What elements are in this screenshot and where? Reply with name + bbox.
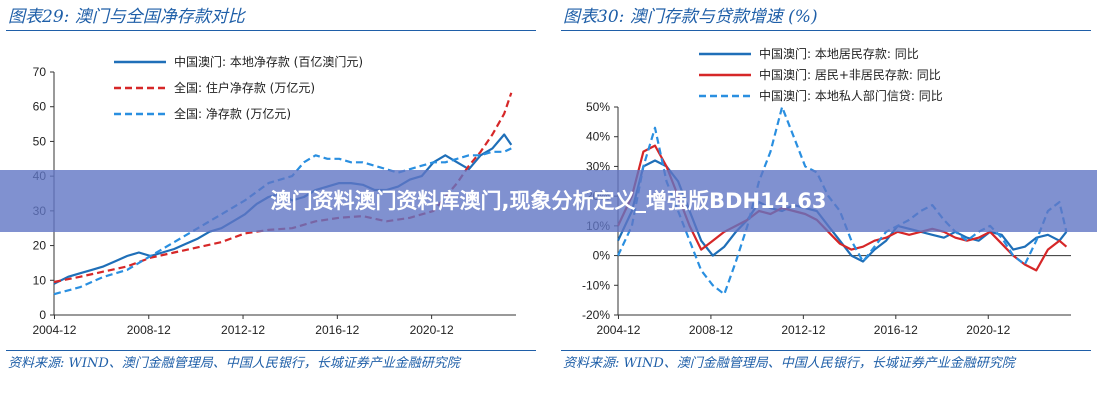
x-tick-label: 2020-12: [410, 323, 454, 337]
y-tick-label: 70: [33, 65, 47, 79]
chart-title: 图表29: 澳门与全国净存款对比: [8, 7, 245, 27]
x-tick-label: 2016-12: [874, 323, 918, 337]
x-tick-label: 2016-12: [315, 323, 359, 337]
chart-panel-right: 图表30: 澳门存款与贷款增速 (%) -20%-10%0%10%20%30%4…: [561, 0, 1091, 400]
y-tick-label: -20%: [582, 308, 610, 322]
legend-label: 中国澳门: 本地净存款 (百亿澳门元): [174, 54, 363, 69]
chart-title: 图表30: 澳门存款与贷款增速 (%): [563, 7, 818, 27]
x-tick-label: 2008-12: [689, 323, 733, 337]
y-tick-label: 0: [39, 308, 46, 322]
x-tick-label: 2020-12: [966, 323, 1010, 337]
legend-label: 中国澳门: 本地居民存款: 同比: [759, 46, 919, 61]
source-note: 资料来源: WIND、澳门金融管理局、中国人民银行，长城证券产业金融研究院: [563, 356, 1015, 371]
y-tick-label: 60: [33, 100, 47, 114]
y-tick-label: 30%: [586, 159, 610, 173]
banner-text: 澳门资料澳门资料库澳门,现象分析定义_增强版BDH14.63: [270, 189, 827, 213]
title-rule: [6, 30, 536, 31]
source-rule: [6, 350, 536, 351]
y-tick-label: 50%: [586, 100, 610, 114]
x-tick-label: 2004-12: [596, 323, 640, 337]
x-tick-label: 2012-12: [221, 323, 265, 337]
y-tick-label: 40%: [586, 130, 610, 144]
source-note: 资料来源: WIND、澳门金融管理局、中国人民银行，长城证券产业金融研究院: [8, 356, 460, 371]
y-tick-label: 50: [33, 134, 47, 148]
x-tick-label: 2008-12: [127, 323, 171, 337]
legend-label: 全国: 住户净存款 (万亿元): [174, 80, 315, 95]
source-rule: [561, 350, 1091, 351]
x-tick-label: 2012-12: [781, 323, 825, 337]
title-rule: [561, 30, 1091, 31]
legend-label: 中国澳门: 本地私人部门信贷: 同比: [759, 88, 943, 103]
overlay-banner: 澳门资料澳门资料库澳门,现象分析定义_增强版BDH14.63: [0, 170, 1097, 232]
legend-label: 中国澳门: 居民+非居民存款: 同比: [759, 67, 941, 82]
x-tick-label: 2004-12: [32, 323, 76, 337]
y-tick-label: 0%: [593, 249, 611, 263]
series-line-3: [53, 147, 512, 296]
series-line-2: [617, 144, 1068, 272]
legend-label: 全国: 净存款 (万亿元): [174, 106, 291, 121]
y-tick-label: 10: [33, 273, 47, 287]
y-tick-label: -10%: [582, 278, 610, 292]
y-tick-label: 20: [33, 239, 47, 253]
